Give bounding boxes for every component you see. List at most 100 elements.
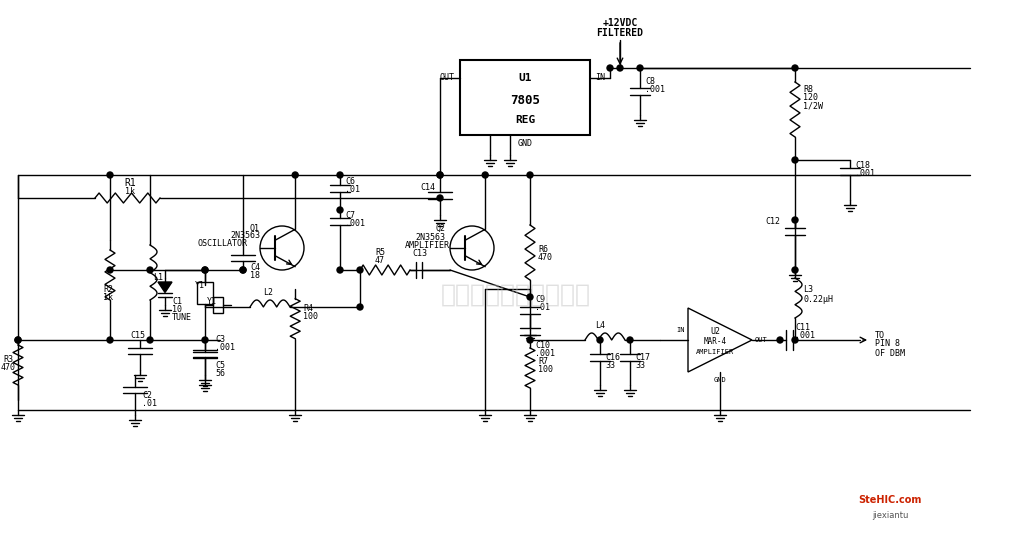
Text: TUNE: TUNE	[172, 314, 192, 323]
Text: C6: C6	[345, 177, 355, 187]
Text: IN: IN	[677, 327, 685, 333]
Bar	[197, 282, 213, 304]
Circle shape	[107, 337, 112, 343]
Text: Y1: Y1	[195, 280, 205, 289]
Text: REG: REG	[515, 115, 536, 125]
Circle shape	[202, 267, 208, 273]
Text: 56: 56	[215, 369, 225, 377]
Text: PIN 8: PIN 8	[875, 339, 900, 348]
Text: OUT: OUT	[440, 73, 455, 83]
Text: 470: 470	[0, 363, 15, 373]
Text: U2: U2	[710, 327, 720, 337]
Text: 120: 120	[803, 93, 818, 102]
Text: Q1: Q1	[250, 224, 260, 233]
Text: 1/2W: 1/2W	[803, 101, 823, 110]
Text: AMPLIFIER: AMPLIFIER	[696, 349, 734, 355]
Text: C1: C1	[172, 297, 182, 307]
Text: OF DBM: OF DBM	[875, 348, 905, 358]
Text: Y1: Y1	[207, 297, 217, 307]
Text: L2: L2	[263, 288, 273, 297]
Circle shape	[202, 267, 208, 273]
Circle shape	[437, 172, 443, 178]
Text: C10: C10	[535, 340, 550, 349]
Text: C2: C2	[142, 391, 152, 399]
Circle shape	[596, 337, 603, 343]
Text: +12VDC: +12VDC	[603, 18, 638, 28]
Circle shape	[777, 337, 783, 343]
Text: OSCILLATOR: OSCILLATOR	[198, 240, 248, 249]
Circle shape	[337, 207, 343, 213]
Text: R4: R4	[303, 304, 313, 313]
Bar	[460, 60, 590, 135]
Circle shape	[607, 65, 613, 71]
Text: L4: L4	[595, 321, 605, 330]
Text: R5: R5	[375, 248, 385, 257]
Text: GND: GND	[713, 377, 727, 383]
Text: C11: C11	[795, 324, 810, 332]
Circle shape	[107, 172, 112, 178]
Circle shape	[527, 294, 533, 300]
Circle shape	[202, 337, 208, 343]
Text: MAR-4: MAR-4	[704, 338, 727, 346]
Text: C15: C15	[130, 331, 146, 340]
Circle shape	[792, 267, 798, 273]
Text: 470: 470	[538, 254, 553, 263]
Circle shape	[107, 267, 112, 273]
Text: 10: 10	[172, 306, 182, 315]
Text: C5: C5	[215, 361, 225, 369]
Bar	[213, 297, 223, 313]
Text: .001: .001	[535, 348, 555, 358]
Circle shape	[437, 172, 443, 178]
Text: 47: 47	[375, 256, 385, 265]
Text: C17: C17	[635, 354, 650, 362]
Text: C9: C9	[535, 295, 545, 304]
Text: C14: C14	[420, 183, 436, 192]
Text: IN: IN	[595, 73, 605, 83]
Circle shape	[337, 172, 343, 178]
Text: OUT: OUT	[755, 337, 768, 343]
Circle shape	[792, 217, 798, 223]
Circle shape	[617, 65, 623, 71]
Text: L3: L3	[803, 286, 813, 294]
Text: 2N3563: 2N3563	[230, 232, 260, 241]
Circle shape	[15, 337, 21, 343]
Text: .01: .01	[142, 398, 157, 407]
Circle shape	[357, 267, 363, 273]
Text: R2: R2	[103, 286, 112, 294]
Text: C18: C18	[854, 160, 870, 169]
Text: 100: 100	[538, 366, 553, 375]
Circle shape	[627, 337, 633, 343]
Circle shape	[482, 172, 488, 178]
Text: Q2: Q2	[436, 224, 445, 233]
Circle shape	[792, 65, 798, 71]
Circle shape	[240, 267, 246, 273]
Text: C13: C13	[413, 249, 427, 258]
Text: C8: C8	[645, 78, 655, 86]
Text: C12: C12	[765, 218, 780, 227]
Circle shape	[357, 304, 363, 310]
Text: 杭州蜂睿科技有限公司: 杭州蜂睿科技有限公司	[441, 283, 591, 307]
Circle shape	[527, 172, 533, 178]
Text: 1k: 1k	[103, 294, 112, 302]
Text: .001: .001	[854, 168, 875, 177]
Circle shape	[15, 337, 21, 343]
Text: 1k: 1k	[125, 187, 135, 196]
Text: TO: TO	[875, 331, 885, 339]
Text: C16: C16	[605, 354, 620, 362]
Text: jiexiantu: jiexiantu	[872, 510, 908, 519]
Text: U1: U1	[518, 73, 531, 83]
Text: C7: C7	[345, 211, 355, 220]
Polygon shape	[158, 282, 172, 293]
Text: 7805: 7805	[510, 93, 540, 107]
Text: R3: R3	[3, 355, 13, 364]
Circle shape	[147, 337, 153, 343]
Text: .001: .001	[795, 331, 815, 340]
Circle shape	[637, 65, 643, 71]
Text: SteHIC.com: SteHIC.com	[859, 495, 922, 505]
Text: .01: .01	[345, 185, 360, 195]
Text: .001: .001	[215, 344, 235, 353]
Circle shape	[792, 337, 798, 343]
Text: 2N3563: 2N3563	[415, 233, 445, 242]
Text: AMPLIFIER: AMPLIFIER	[405, 242, 450, 250]
Text: R6: R6	[538, 245, 548, 255]
